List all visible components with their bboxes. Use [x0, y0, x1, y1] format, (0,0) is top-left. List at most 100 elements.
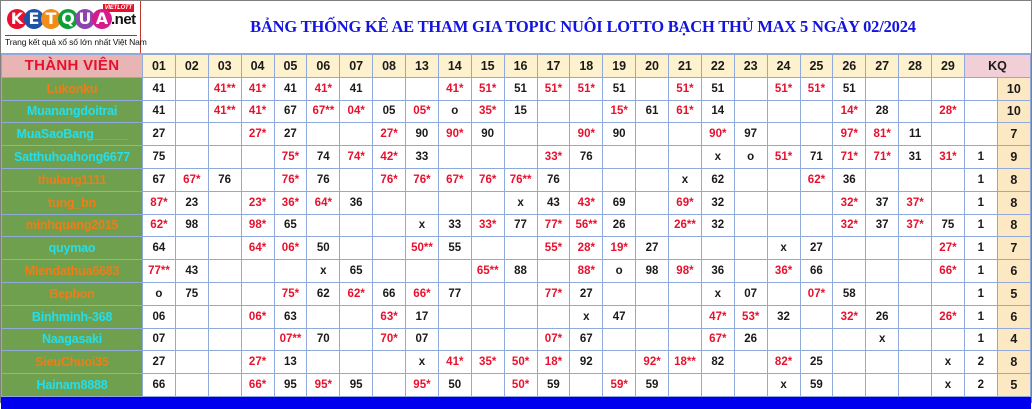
cell-day-04: 64* — [240, 236, 275, 261]
member-name[interactable]: SieuChuoi35 — [1, 350, 143, 375]
logo-letter-t: T — [41, 9, 61, 29]
column-header-day-08: 08 — [372, 54, 406, 78]
cell-day-18 — [569, 99, 604, 124]
cell-day-03: 41** — [207, 76, 242, 101]
cell-day-18: 76 — [569, 145, 604, 169]
table-row: Muanangdoitrai 41 41** 41* 67 67** 04* 05 05* o 35… — [1, 99, 1032, 124]
cell-day-25 — [799, 190, 834, 215]
table-row: MuaSaoBang_____ 27 27* 27 27* 90 90* 90 90* 90 90*… — [1, 122, 1032, 147]
cell-kq-total: 10 — [996, 76, 1032, 101]
cell-day-08 — [372, 190, 406, 215]
cell-day-21: 26** — [668, 213, 702, 238]
site-tagline: Trang kết quả xổ số lớn nhất Việt Nam — [5, 35, 147, 47]
cell-day-13: 07 — [405, 327, 439, 352]
cell-day-22: x — [700, 145, 735, 169]
cell-day-29: 75 — [931, 213, 965, 238]
cell-day-25 — [799, 99, 834, 124]
cell-day-16 — [503, 236, 538, 261]
cell-day-20 — [635, 76, 669, 101]
member-name[interactable]: Lukonku — [1, 76, 143, 101]
cell-day-20 — [635, 190, 669, 215]
column-header-day-16: 16 — [503, 54, 538, 78]
member-name[interactable]: Miendathua6683 — [1, 259, 143, 283]
cell-day-28: 11 — [898, 122, 932, 147]
cell-day-07: 04* — [339, 99, 374, 124]
cell-day-06: 74 — [306, 145, 341, 169]
cell-day-27: 28 — [865, 99, 900, 124]
column-header-day-24: 24 — [766, 54, 801, 78]
cell-kq-count: 2 — [963, 373, 998, 397]
cell-day-22 — [700, 373, 735, 397]
cell-day-20 — [635, 281, 669, 306]
column-header-day-18: 18 — [569, 54, 604, 78]
cell-day-02 — [174, 236, 209, 261]
cell-day-04: 23* — [240, 190, 275, 215]
cell-day-18: 28* — [569, 236, 604, 261]
logo-letter-a: A — [92, 9, 112, 29]
cell-day-13: 76* — [405, 167, 439, 192]
column-header-day-15: 15 — [470, 54, 505, 78]
cell-day-02 — [174, 304, 209, 329]
table-row: tung_bn 87* 23 23* 36* 64* 36 x 43 43* 69 69* 32 32* 3… — [1, 190, 1032, 215]
cell-day-25: 51* — [799, 76, 834, 101]
member-name[interactable]: quymao — [1, 236, 143, 261]
cell-day-19 — [602, 145, 637, 169]
column-header-day-05: 05 — [273, 54, 308, 78]
cell-day-23 — [733, 76, 768, 101]
cell-day-07: 65 — [339, 259, 374, 283]
cell-day-06: 76 — [306, 167, 341, 192]
cell-day-28 — [898, 236, 932, 261]
cell-day-05: 27 — [273, 122, 308, 147]
column-header-member: THÀNH VIÊN — [1, 54, 143, 78]
cell-day-03 — [207, 236, 242, 261]
cell-day-02 — [174, 145, 209, 169]
cell-day-29 — [931, 76, 965, 101]
site-logo[interactable]: K E T Q U A .net VIETLOTT Trang kết quả … — [1, 1, 147, 53]
cell-day-20 — [635, 122, 669, 147]
cell-kq-count: 1 — [963, 281, 998, 306]
member-name[interactable]: Muanangdoitrai — [1, 99, 143, 124]
cell-day-28 — [898, 259, 932, 283]
cell-day-22: 51 — [700, 76, 735, 101]
cell-day-21: x — [668, 167, 702, 192]
column-header-day-06: 06 — [306, 54, 341, 78]
member-name[interactable]: Binhminh-368 — [1, 304, 143, 329]
cell-day-03 — [207, 145, 242, 169]
cell-day-01: 06 — [142, 304, 176, 329]
cell-day-02 — [174, 122, 209, 147]
cell-day-04: 41* — [240, 99, 275, 124]
cell-day-24 — [766, 190, 801, 215]
cell-day-24 — [766, 327, 801, 352]
member-name[interactable]: MuaSaoBang_____ — [1, 122, 143, 147]
member-name[interactable]: Naagasaki — [1, 327, 143, 352]
cell-day-08: 05 — [372, 99, 406, 124]
cell-day-14: 67* — [437, 167, 472, 192]
cell-day-04: 27* — [240, 122, 275, 147]
cell-day-01: 66 — [142, 373, 176, 397]
cell-day-18: 56** — [569, 213, 604, 238]
member-name[interactable]: Hainam8888 — [1, 373, 143, 397]
cell-day-06: 62 — [306, 281, 341, 306]
member-name[interactable]: tung_bn — [1, 190, 143, 215]
table-row: Satthuhoahong6677 75 75* 74 74* 42* 33 33* 76 x o 5… — [1, 145, 1032, 169]
cell-day-25 — [799, 213, 834, 238]
cell-day-13: 05* — [405, 99, 439, 124]
cell-day-16: 50* — [503, 350, 538, 375]
cell-day-02 — [174, 99, 209, 124]
cell-kq-total: 7 — [996, 236, 1032, 261]
member-name[interactable]: thulang1111 — [1, 167, 143, 192]
cell-day-27 — [865, 167, 900, 192]
cell-day-13: 66* — [405, 281, 439, 306]
member-name[interactable]: minhquang2015 — [1, 213, 143, 238]
cell-day-01: 62* — [142, 213, 176, 238]
cell-day-14: 50 — [437, 373, 472, 397]
cell-day-14 — [437, 190, 472, 215]
column-header-day-07: 07 — [339, 54, 374, 78]
cell-day-19 — [602, 281, 637, 306]
cell-day-16: 88 — [503, 259, 538, 283]
cell-day-05: 63 — [273, 304, 308, 329]
member-name[interactable]: Bepbon — [1, 281, 143, 306]
cell-day-05: 65 — [273, 213, 308, 238]
member-name[interactable]: Satthuhoahong6677 — [1, 145, 143, 169]
